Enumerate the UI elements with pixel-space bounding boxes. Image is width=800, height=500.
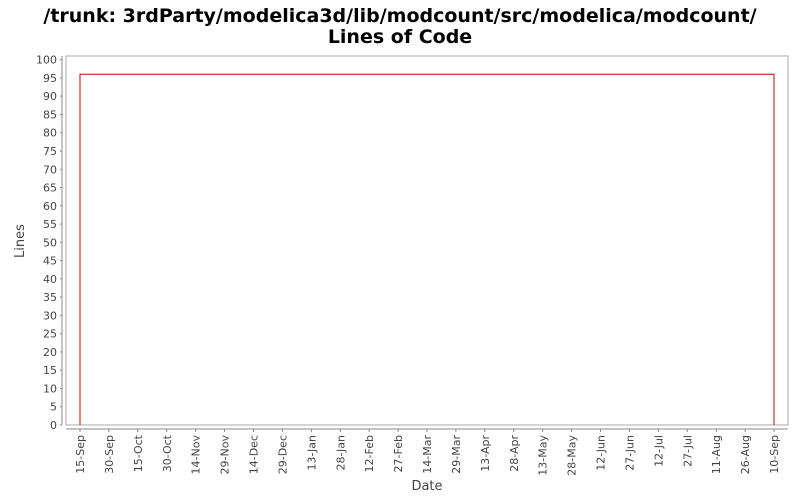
- y-axis-ticks: 0 5 10 15 20 25 30 35 40 45 50 55 60 65 70 75 80 85 90 95 10…: [36, 54, 62, 432]
- x-tick-label: 30-Oct: [161, 434, 174, 472]
- y-axis-label: Lines: [13, 224, 28, 258]
- chart-title-line-1: /trunk: 3rdParty/modelica3d/lib/modcount…: [43, 5, 757, 27]
- y-tick-label: 15: [43, 364, 57, 377]
- series-layer: [79, 73, 775, 425]
- x-tick-label: 15-Sep: [74, 435, 87, 474]
- y-tick-label: 5: [50, 401, 57, 414]
- x-tick-label: 29-Nov: [219, 435, 232, 475]
- x-tick-label: 27-Jul: [681, 435, 694, 467]
- x-tick-label: 13-Apr: [479, 435, 492, 472]
- y-tick-label: 60: [43, 200, 57, 213]
- plot-frame: [61, 55, 789, 430]
- x-tick-label: 27-Feb: [392, 435, 405, 472]
- x-tick-label: 14-Nov: [190, 435, 203, 475]
- x-tick-label: 28-May: [566, 435, 579, 476]
- plot-border: [65, 55, 789, 426]
- y-tick-label: 30: [43, 309, 57, 322]
- y-tick-label: 10: [43, 382, 57, 395]
- y-tick-label: 85: [43, 108, 57, 121]
- x-tick-label: 13-Jan: [305, 435, 318, 471]
- y-tick-label: 55: [43, 218, 57, 231]
- y-tick-label: 50: [43, 236, 57, 249]
- x-tick-label: 14-Dec: [248, 435, 261, 474]
- x-tick-label: 14-Mar: [421, 435, 434, 474]
- y-tick-label: 100: [36, 54, 57, 67]
- x-axis-label: Date: [411, 479, 442, 494]
- y-tick-label: 65: [43, 182, 57, 195]
- x-axis-ticks: 15-Sep 30-Sep 15-Oct 30-Oct 14-Nov 29-Nov 14-D…: [74, 429, 781, 476]
- x-tick-label: 10-Sep: [768, 435, 781, 474]
- x-tick-label: 28-Jan: [334, 435, 347, 471]
- x-tick-label: 11-Aug: [710, 435, 723, 474]
- x-tick-label: 27-Jun: [623, 435, 636, 471]
- x-tick-label: 28-Apr: [508, 435, 521, 472]
- y-tick-label: 0: [50, 419, 57, 432]
- x-tick-label: 29-Dec: [276, 435, 289, 474]
- y-tick-label: 20: [43, 346, 57, 359]
- x-tick-label: 29-Mar: [450, 435, 463, 474]
- y-tick-label: 45: [43, 255, 57, 268]
- x-tick-label: 12-Jul: [652, 435, 665, 467]
- y-tick-label: 80: [43, 127, 57, 140]
- loc-series-line: [79, 73, 775, 425]
- x-tick-label: 12-Jun: [595, 435, 608, 471]
- x-tick-label: 26-Aug: [739, 435, 752, 474]
- y-tick-label: 25: [43, 328, 57, 341]
- x-tick-label: 13-May: [537, 435, 550, 476]
- y-tick-label: 75: [43, 145, 57, 158]
- y-tick-label: 40: [43, 273, 57, 286]
- y-tick-label: 35: [43, 291, 57, 304]
- y-tick-label: 90: [43, 90, 57, 103]
- x-tick-label: 15-Oct: [132, 434, 145, 472]
- chart-title-line-2: Lines of Code: [327, 26, 473, 48]
- y-tick-label: 95: [43, 72, 57, 85]
- x-tick-label: 30-Sep: [103, 435, 116, 474]
- y-tick-label: 70: [43, 163, 57, 176]
- x-tick-label: 12-Feb: [363, 435, 376, 472]
